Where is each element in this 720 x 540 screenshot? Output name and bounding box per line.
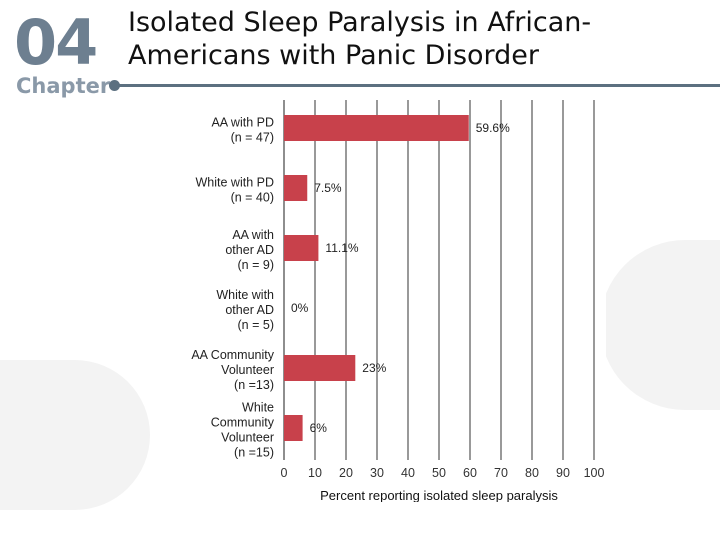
bar-5 <box>284 415 303 441</box>
chapter-badge: 04 Chapter <box>14 6 110 104</box>
data-label-0: 59.6% <box>476 121 510 135</box>
category-label-1-0: White with PD <box>196 176 275 190</box>
x-tick-label: 0 <box>281 466 288 480</box>
category-label-4-2: (n =13) <box>234 378 274 392</box>
data-label-3: 0% <box>291 301 309 315</box>
category-label-5-1: Community <box>211 416 275 430</box>
x-tick-label: 100 <box>584 466 605 480</box>
x-tick-label: 30 <box>370 466 384 480</box>
category-label-0-0: AA with PD <box>211 116 274 130</box>
bar-4 <box>284 355 356 381</box>
x-tick-label: 70 <box>494 466 508 480</box>
category-label-2-2: (n = 9) <box>238 258 274 272</box>
category-label-3-2: (n = 5) <box>238 318 274 332</box>
background-shape-right <box>600 240 720 410</box>
category-label-4-1: Volunteer <box>221 363 274 377</box>
category-label-3-1: other AD <box>225 303 274 317</box>
x-tick-label: 20 <box>339 466 353 480</box>
x-tick-label: 80 <box>525 466 539 480</box>
category-label-3-0: White with <box>216 288 274 302</box>
chapter-label: Chapter <box>16 74 111 98</box>
x-tick-label: 10 <box>308 466 322 480</box>
bar-2 <box>284 235 319 261</box>
bar-chart: 59.6% AA with PD(n = 47) 7.5% White with PD… <box>191 100 605 503</box>
chapter-number: 04 <box>14 6 98 79</box>
category-label-2-1: other AD <box>225 243 274 257</box>
data-label-4: 23% <box>362 361 386 375</box>
chart-panel: 59.6% AA with PD (n = 47) 7.5% White with PD… <box>180 100 606 503</box>
category-label-1-1: (n = 40) <box>231 191 274 205</box>
slide-title: Isolated Sleep Paralysis in African-Amer… <box>128 7 592 71</box>
x-axis-label: Percent reporting isolated sleep paralys… <box>320 488 558 502</box>
category-label-4-0: AA Community <box>191 348 274 362</box>
data-label-2: 11.1% <box>325 241 358 255</box>
bar-1 <box>284 175 308 201</box>
category-label-5-3: (n =15) <box>234 446 274 460</box>
title-rule <box>114 84 720 87</box>
bar-0 <box>284 115 469 141</box>
background-shape-left <box>0 360 150 510</box>
category-label-5-0: White <box>242 401 274 415</box>
data-label-1: 7.5% <box>314 181 342 195</box>
category-label-2-0: AA with <box>232 228 274 242</box>
x-tick-label: 40 <box>401 466 415 480</box>
data-label-5: 6% <box>310 421 328 435</box>
category-label-5-2: Volunteer <box>221 431 274 445</box>
x-tick-label: 90 <box>556 466 570 480</box>
x-tick-label: 50 <box>432 466 446 480</box>
x-tick-label: 60 <box>463 466 477 480</box>
category-label-0-1: (n = 47) <box>231 131 274 145</box>
